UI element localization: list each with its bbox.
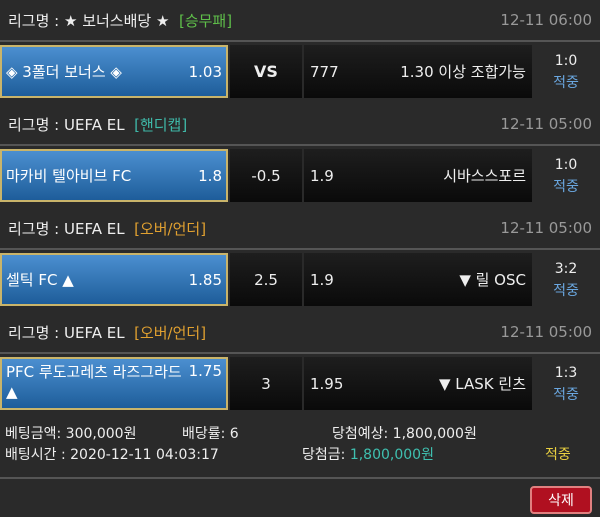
away-pick[interactable]: 777 1.30 이상 조합가능 (304, 45, 532, 98)
bet-section: 리그명 : ★ 보너스배당 ★ [승무패] 12-11 06:00 ◈ 3폴더 보… (0, 0, 600, 104)
odds-rate: 배당률: 6 (182, 426, 239, 442)
bet-time: 배팅시간 : 2020-12-11 04:03:17 (5, 447, 219, 463)
bet-amount: 베팅금액: 300,000원 (5, 426, 137, 442)
status: 적중 (553, 282, 579, 299)
bet-type: [승무패] (178, 11, 233, 30)
home-pick[interactable]: 마카비 텔아비브 FC 1.8 (0, 149, 228, 202)
home-odds: 1.75 (188, 362, 222, 380)
home-team: 셀틱 FC ▲ (6, 271, 74, 289)
away-pick[interactable]: 1.9 ▼ 릴 OSC (304, 253, 532, 306)
bet-type: [오버/언더] (134, 219, 207, 238)
league-header: 리그명 : UEFA EL [핸디캡] 12-11 05:00 (0, 104, 600, 146)
status: 적중 (553, 386, 579, 403)
home-odds: 1.8 (198, 166, 222, 185)
league-header: 리그명 : UEFA EL [오버/언더] 12-11 05:00 (0, 208, 600, 250)
score: 1:3 (554, 364, 578, 381)
bet-list: 리그명 : ★ 보너스배당 ★ [승무패] 12-11 06:00 ◈ 3폴더 보… (0, 0, 600, 416)
handicap: 3 (230, 357, 302, 410)
away-team: ▼ LASK 린츠 (439, 375, 526, 393)
league-name: 리그명 : UEFA EL [오버/언더] (8, 322, 206, 343)
home-team: ◈ 3폴더 보너스 ◈ (6, 63, 122, 81)
away-odds: 1.9 (310, 166, 334, 185)
league-prefix: 리그명 : UEFA EL (8, 323, 125, 342)
status: 적중 (553, 178, 579, 195)
match-time: 12-11 06:00 (500, 11, 592, 29)
bet-section: 리그명 : UEFA EL [오버/언더] 12-11 05:00 셀틱 FC ▲… (0, 208, 600, 312)
league-prefix: 리그명 : ★ 보너스배당 ★ (8, 11, 170, 30)
home-pick[interactable]: 셀틱 FC ▲ 1.85 (0, 253, 228, 306)
handicap: VS (230, 45, 302, 98)
bet-section: 리그명 : UEFA EL [오버/언더] 12-11 05:00 PFC 루도고… (0, 312, 600, 416)
win-label: 당첨금: (302, 447, 346, 463)
league-prefix: 리그명 : UEFA EL (8, 115, 125, 134)
expected-win: 당첨예상: 1,800,000원 (332, 426, 477, 442)
score: 3:2 (554, 260, 578, 277)
handicap: 2.5 (230, 253, 302, 306)
away-odds: 1.95 (310, 374, 344, 393)
match-time: 12-11 05:00 (500, 115, 592, 133)
delete-button[interactable]: 삭제 (530, 486, 592, 514)
away-odds: 777 (310, 62, 339, 81)
bet-row: 마카비 텔아비브 FC 1.8 -0.5 1.9 시바스스포르 1:0 적중 (0, 149, 600, 202)
result-status: 적중 (545, 447, 571, 463)
home-team: 마카비 텔아비브 FC (6, 167, 132, 185)
league-name: 리그명 : UEFA EL [오버/언더] (8, 218, 206, 239)
result: 1:0 적중 (532, 149, 600, 202)
home-pick[interactable]: ◈ 3폴더 보너스 ◈ 1.03 (0, 45, 228, 98)
league-prefix: 리그명 : UEFA EL (8, 219, 125, 238)
match-time: 12-11 05:00 (500, 323, 592, 341)
match-time: 12-11 05:00 (500, 219, 592, 237)
bet-row: PFC 루도고레츠 라즈그라드 ▲ 1.75 3 1.95 ▼ LASK 린츠 1:… (0, 357, 600, 410)
win-amount: 당첨금: 1,800,000원 (302, 444, 434, 464)
bet-row: 셀틱 FC ▲ 1.85 2.5 1.9 ▼ 릴 OSC 3:2 적중 (0, 253, 600, 306)
bet-type: [핸디캡] (134, 115, 188, 134)
score: 1:0 (554, 52, 578, 69)
league-name: 리그명 : UEFA EL [핸디캡] (8, 114, 187, 135)
status: 적중 (553, 74, 579, 91)
away-team: 시바스스포르 (443, 167, 526, 185)
home-pick[interactable]: PFC 루도고레츠 라즈그라드 ▲ 1.75 (0, 357, 228, 410)
win-value: 1,800,000원 (349, 447, 434, 463)
bet-type: [오버/언더] (134, 323, 207, 342)
league-name: 리그명 : ★ 보너스배당 ★ [승무패] (8, 10, 232, 31)
away-odds: 1.9 (310, 270, 334, 289)
result: 3:2 적중 (532, 253, 600, 306)
score: 1:0 (554, 156, 578, 173)
away-team: 1.30 이상 조합가능 (400, 63, 526, 81)
divider (0, 477, 600, 479)
bet-row: ◈ 3폴더 보너스 ◈ 1.03 VS 777 1.30 이상 조합가능 1:0 적중 (0, 45, 600, 98)
away-pick[interactable]: 1.95 ▼ LASK 린츠 (304, 357, 532, 410)
league-header: 리그명 : ★ 보너스배당 ★ [승무패] 12-11 06:00 (0, 0, 600, 42)
result: 1:0 적중 (532, 45, 600, 98)
bet-section: 리그명 : UEFA EL [핸디캡] 12-11 05:00 마카비 텔아비브 … (0, 104, 600, 208)
home-odds: 1.03 (188, 62, 222, 81)
result: 1:3 적중 (532, 357, 600, 410)
home-team: PFC 루도고레츠 라즈그라드 ▲ (6, 363, 182, 401)
away-team: ▼ 릴 OSC (459, 271, 526, 289)
away-pick[interactable]: 1.9 시바스스포르 (304, 149, 532, 202)
league-header: 리그명 : UEFA EL [오버/언더] 12-11 05:00 (0, 312, 600, 354)
home-odds: 1.85 (188, 270, 222, 289)
handicap: -0.5 (230, 149, 302, 202)
